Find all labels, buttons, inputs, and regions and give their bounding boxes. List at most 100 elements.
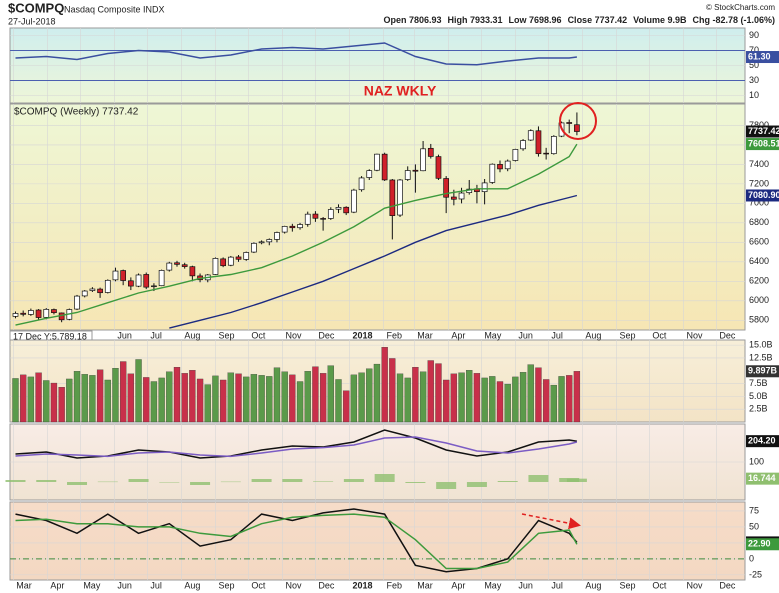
candle-body [574, 124, 580, 132]
last-value-label: 22.90 [748, 539, 771, 549]
candle-body [358, 177, 365, 191]
x-tick-label: Apr [50, 580, 64, 590]
volume-bar [120, 361, 127, 423]
candle-body [451, 196, 457, 200]
last-value-box [746, 189, 779, 202]
volume-bar [373, 363, 381, 423]
last-value-box [746, 51, 779, 64]
line [169, 194, 578, 329]
volume-bar [450, 373, 458, 423]
volume-bar [158, 377, 165, 423]
candle-body [550, 135, 557, 155]
volume-bar [12, 378, 19, 423]
histogram-bar [282, 479, 303, 482]
candle-body [235, 256, 242, 260]
candle-body [281, 226, 288, 233]
candle-body [458, 192, 465, 200]
x-tick-label: Aug [585, 330, 601, 340]
volume-bar [389, 358, 396, 423]
y-tick-label: 30 [749, 75, 759, 85]
histogram-bar [528, 475, 549, 482]
last-value-label: 7737.42 [748, 126, 779, 136]
x-tick-label: Mar [16, 580, 32, 590]
histogram-bar [251, 479, 272, 482]
last-value-box [746, 538, 779, 551]
volume-bar [104, 379, 111, 423]
volume-bar [573, 371, 581, 423]
volume-bar [127, 373, 135, 423]
last-value-label: 7608.51 [748, 138, 779, 148]
candle-body [420, 148, 426, 172]
volume-bar [566, 375, 573, 423]
y-tick-label: 50 [749, 521, 759, 531]
candle-body [320, 218, 326, 220]
ohlc-item: Chg -82.78 (-1.06%) [692, 15, 775, 25]
x-tick-label: Oct [251, 580, 266, 590]
volume-bar [112, 368, 119, 423]
candle-body [251, 242, 257, 253]
y-tick-label: 90 [749, 30, 759, 40]
x-tick-label: May [484, 330, 502, 340]
last-value-label: 61.30 [748, 51, 771, 61]
last-value-label: 204.20 [748, 436, 776, 446]
candle-body [189, 266, 196, 277]
volume-bar [189, 370, 196, 423]
candle-body [174, 262, 180, 265]
y-tick-label: 7000 [749, 198, 769, 208]
candle-body [143, 274, 150, 288]
candle-body [274, 232, 280, 240]
x-tick-label: 2018 [352, 580, 372, 590]
ohlc: Open 7806.93 High 7933.31 Low 7698.96 Close… [383, 15, 775, 25]
trend-arrow [521, 513, 581, 530]
candle-body [435, 156, 442, 179]
x-tick-label: Feb [387, 580, 403, 590]
y-tick-label: 5.0B [749, 391, 768, 401]
candle-body [220, 258, 226, 267]
candle-body [120, 270, 127, 281]
volume-bar [289, 374, 296, 423]
candle-body [566, 122, 573, 124]
candle-body [312, 213, 319, 219]
panel-background [9, 501, 746, 581]
volume-bar [219, 379, 227, 423]
candle-body [404, 170, 411, 180]
ohlc-item: Close 7737.42 [568, 15, 628, 25]
candle-body [243, 252, 250, 260]
y-tick-label: 5800 [749, 315, 769, 325]
volume-bar [527, 364, 534, 423]
x-tick-label: Jul [150, 580, 162, 590]
histogram-bar [566, 478, 587, 482]
candle-body [28, 310, 34, 315]
highlight-circle [559, 102, 597, 140]
candle-body [51, 309, 57, 314]
candle-body [512, 149, 519, 161]
histogram-bar [97, 481, 118, 483]
volume-bar [212, 375, 219, 423]
candle-body [81, 290, 88, 297]
x-tick-label: Aug [184, 580, 200, 590]
volume-bar [312, 366, 319, 423]
candle-body [481, 182, 488, 193]
panel-title: $COMPQ (Weekly) 7737.42 [14, 107, 139, 118]
candle-body [151, 285, 157, 288]
volume-bar [504, 383, 511, 423]
histogram-bar [497, 481, 518, 482]
candle-body [412, 169, 419, 172]
volume-bar [304, 371, 311, 423]
y-tick-label: 6200 [749, 276, 769, 286]
volume-bar [489, 376, 496, 423]
line [15, 143, 578, 326]
x-tick-label: Jul [150, 330, 162, 340]
volume-bar [512, 376, 519, 423]
candle-body [381, 153, 388, 181]
volume-bar [327, 365, 334, 423]
candle-body [504, 160, 511, 170]
histogram-bar [220, 481, 241, 483]
volume-bar [50, 382, 58, 423]
candle-body [351, 189, 357, 213]
volume-bar [350, 374, 358, 423]
volume-bar [404, 377, 411, 423]
y-tick-label: 50 [749, 60, 759, 70]
y-tick-label: 0 [749, 553, 754, 563]
candle-body [427, 147, 434, 157]
